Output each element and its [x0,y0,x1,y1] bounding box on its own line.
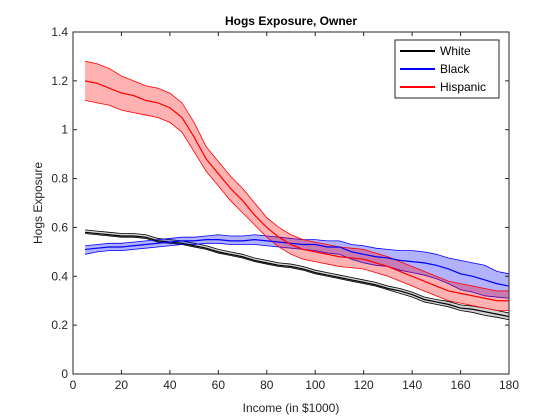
x-axis-label: Income (in $1000) [243,401,340,415]
y-tick-label: 0.4 [51,269,68,283]
band-upper-hispanic [85,60,509,292]
x-tick-label: 40 [163,378,177,392]
y-tick-label: 0.8 [51,172,68,186]
axes [72,31,510,375]
band-hispanic [85,61,509,311]
x-tick-label: 120 [354,378,374,392]
band-upper-white [85,229,510,314]
series-lines [84,80,510,318]
y-tick-label: 1.2 [51,74,68,88]
axes-box [72,31,510,375]
x-tick-label: 20 [115,378,129,392]
x-axis-ticks: 0 20 40 60 80 100 120 140 160 180 [70,32,519,392]
series-line-black [85,239,510,287]
band-lower-black [85,242,510,299]
legend-label-black: Black [440,62,470,76]
y-tick-label: 1.4 [51,25,68,39]
chart-title: Hogs Exposure, Owner [225,14,357,28]
y-tick-label: 0 [61,367,68,381]
band-white [85,229,509,320]
legend-label-hispanic: Hispanic [440,80,486,94]
y-tick-label: 0.2 [51,318,68,332]
y-axis-label: Hogs Exposure [31,162,45,244]
y-tick-label: 0.6 [51,220,68,234]
x-tick-label: 0 [70,378,77,392]
y-axis-ticks: 0 0.2 0.4 0.6 0.8 1 1.2 1.4 [51,25,509,381]
band-lower-white [85,233,510,321]
series-line-hispanic [84,80,509,302]
x-tick-label: 160 [451,378,471,392]
x-tick-label: 80 [260,378,274,392]
confidence-bands [85,60,510,321]
series-line-white [85,231,510,318]
band-lower-hispanic [85,100,509,311]
x-tick-label: 100 [305,378,325,392]
y-tick-label: 1 [61,123,68,137]
legend: White Black Hispanic [394,39,500,99]
x-tick-label: 180 [499,378,519,392]
x-tick-label: 60 [212,378,226,392]
legend-label-white: White [440,44,471,58]
x-tick-label: 140 [402,378,422,392]
